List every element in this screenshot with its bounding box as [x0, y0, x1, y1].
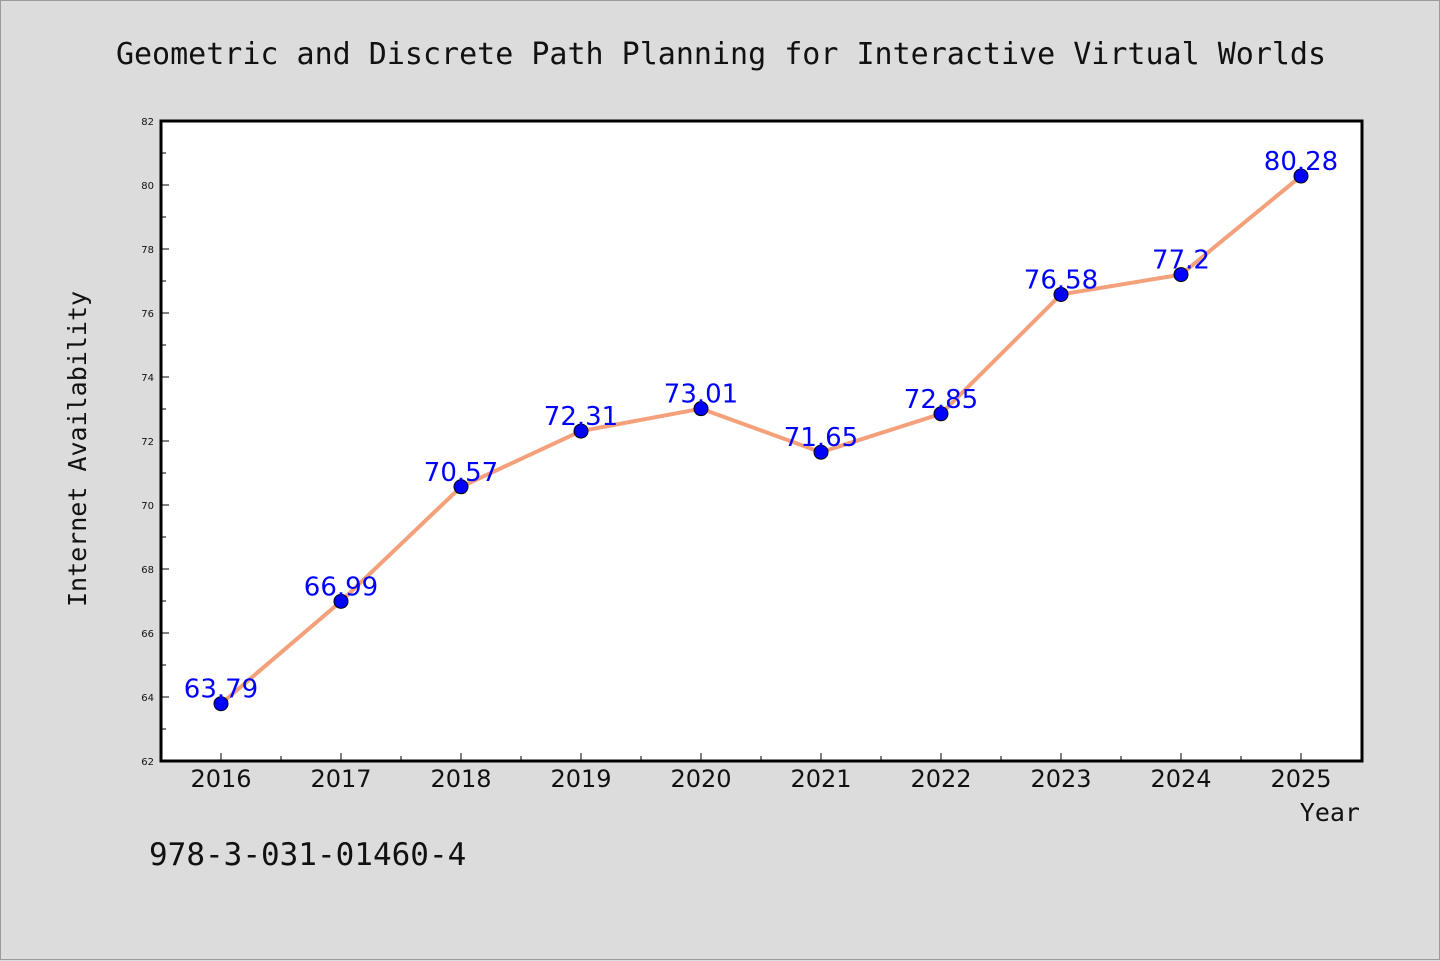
data-label: 66.99: [304, 572, 378, 602]
x-tick-label: 2021: [790, 765, 851, 793]
y-tick-label: 66: [141, 629, 154, 640]
data-label: 80.28: [1264, 147, 1338, 177]
data-point: [1173, 267, 1189, 283]
chart-title: Geometric and Discrete Path Planning for…: [116, 37, 1326, 72]
x-tick-label: 2017: [310, 765, 371, 793]
data-point: [213, 696, 229, 712]
x-tick-label: 2019: [550, 765, 611, 793]
data-point: [1053, 286, 1069, 302]
y-tick-label: 64: [141, 693, 154, 704]
y-tick-label: 82: [141, 117, 154, 128]
data-label: 77.2: [1152, 246, 1210, 276]
isbn-text: 978-3-031-01460-4: [149, 837, 466, 873]
y-tick-label: 72: [141, 437, 154, 448]
data-label: 73.01: [664, 380, 738, 410]
x-tick-label: 2024: [1150, 765, 1211, 793]
y-tick-label: 80: [141, 181, 154, 192]
data-point: [693, 401, 709, 417]
data-label: 72.31: [544, 402, 618, 432]
data-point: [333, 593, 349, 609]
y-tick-label: 78: [141, 245, 154, 256]
data-point: [1293, 168, 1309, 184]
data-point: [453, 479, 469, 495]
x-axis-ticks: 2016 2017 2018 2019 2020 2021 2022 2023 2024 2025: [190, 753, 1332, 793]
series-line-group: [219, 174, 1303, 706]
data-point: [573, 423, 589, 439]
y-tick-label: 68: [141, 565, 154, 576]
data-label: 70.57: [424, 458, 498, 488]
x-tick-label: 2023: [1030, 765, 1091, 793]
y-tick-label: 62: [141, 757, 154, 768]
x-tick-label: 2020: [670, 765, 731, 793]
x-tick-label: 2016: [190, 765, 251, 793]
data-label: 76.58: [1024, 265, 1098, 295]
y-tick-label: 76: [141, 309, 154, 320]
x-tick-label: 2022: [910, 765, 971, 793]
y-axis-ticks: 62 64 66 68 70 72 74 76 78 80 82: [141, 117, 169, 768]
plot-frame: [159, 119, 1364, 763]
y-tick-label: 74: [141, 373, 154, 384]
plot-area: [161, 121, 1362, 761]
x-tick-label: 2025: [1270, 765, 1331, 793]
y-axis-label: Internet Availability: [63, 291, 92, 607]
y-tick-label: 70: [141, 501, 154, 512]
data-point: [813, 444, 829, 460]
data-label: 71.65: [784, 423, 858, 453]
data-label: 63.79: [184, 675, 258, 705]
series-line: [219, 174, 1303, 706]
x-axis-label: Year: [1300, 798, 1360, 827]
series-points-group: [213, 168, 1309, 712]
data-label: 72.85: [904, 385, 978, 415]
data-point: [933, 406, 949, 422]
data-labels-group: 63.79 66.99 70.57 72.31 73.01 71.65 72.85 76.58…: [184, 147, 1338, 705]
x-tick-label: 2018: [430, 765, 491, 793]
